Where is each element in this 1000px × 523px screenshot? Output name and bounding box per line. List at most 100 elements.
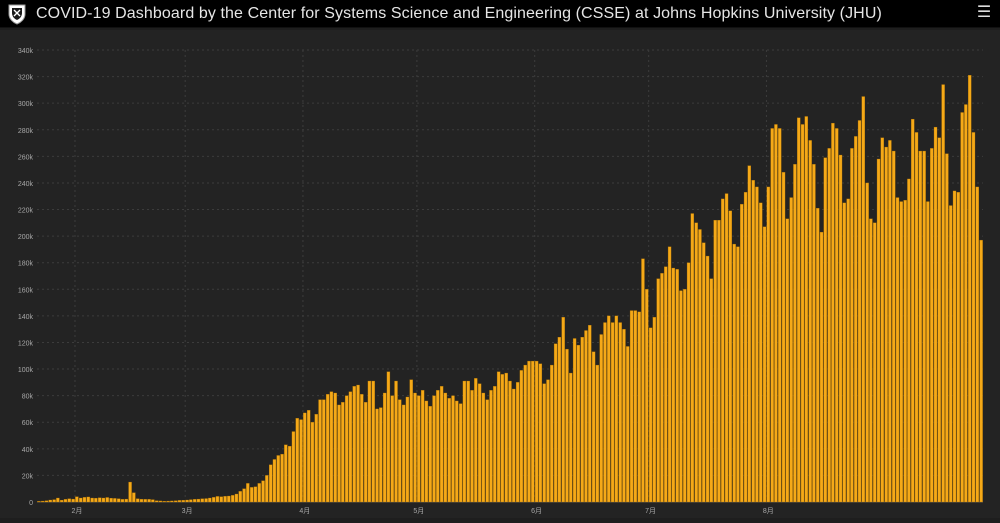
chart-bar[interactable]: [299, 419, 303, 503]
chart-bar[interactable]: [352, 386, 356, 503]
chart-bar[interactable]: [899, 201, 903, 503]
chart-bar[interactable]: [861, 96, 865, 503]
chart-bar[interactable]: [37, 501, 41, 503]
chart-bar[interactable]: [394, 380, 398, 503]
chart-bar[interactable]: [162, 501, 166, 503]
chart-bar[interactable]: [679, 290, 683, 503]
chart-bar[interactable]: [477, 383, 482, 503]
chart-bar[interactable]: [686, 262, 691, 503]
chart-bar[interactable]: [903, 200, 907, 503]
chart-bar[interactable]: [743, 192, 748, 503]
chart-bar[interactable]: [356, 384, 360, 503]
chart-bar[interactable]: [618, 322, 622, 503]
chart-bar[interactable]: [523, 364, 527, 503]
chart-bar[interactable]: [250, 487, 254, 503]
chart-bar[interactable]: [835, 128, 839, 503]
chart-bar[interactable]: [664, 266, 668, 503]
chart-bar[interactable]: [918, 150, 922, 503]
chart-bar[interactable]: [215, 496, 220, 503]
chart-bar[interactable]: [656, 278, 660, 503]
chart-bar[interactable]: [515, 382, 520, 503]
chart-bar[interactable]: [816, 208, 820, 503]
chart-bar[interactable]: [914, 132, 919, 503]
chart-bar[interactable]: [512, 388, 516, 503]
chart-bar[interactable]: [481, 392, 486, 503]
chart-bar[interactable]: [702, 242, 706, 503]
chart-bar[interactable]: [48, 499, 52, 503]
chart-bar[interactable]: [466, 380, 470, 503]
chart-bar[interactable]: [797, 117, 801, 503]
chart-bar[interactable]: [781, 172, 786, 503]
chart-bar[interactable]: [493, 386, 497, 503]
chart-bar[interactable]: [208, 497, 212, 503]
chart-bar[interactable]: [645, 289, 649, 503]
chart-bar[interactable]: [67, 498, 71, 503]
chart-bar[interactable]: [101, 497, 106, 503]
chart-bar[interactable]: [284, 444, 288, 503]
chart-bar[interactable]: [375, 408, 379, 503]
chart-bar[interactable]: [960, 112, 964, 503]
chart-bar[interactable]: [276, 455, 280, 503]
chart-bar[interactable]: [132, 492, 136, 503]
chart-bar[interactable]: [599, 334, 603, 503]
chart-bar[interactable]: [455, 400, 459, 503]
chart-bar[interactable]: [261, 480, 265, 503]
chart-bar[interactable]: [949, 205, 953, 503]
chart-bar[interactable]: [325, 394, 330, 503]
chart-bar[interactable]: [489, 390, 493, 503]
chart-bar[interactable]: [60, 499, 64, 503]
chart-bar[interactable]: [417, 395, 421, 503]
chart-bar[interactable]: [128, 481, 132, 503]
chart-bar[interactable]: [462, 380, 467, 503]
chart-bar[interactable]: [873, 222, 877, 503]
chart-bar[interactable]: [652, 317, 657, 503]
chart-bar[interactable]: [223, 496, 227, 503]
chart-bar[interactable]: [405, 396, 410, 503]
chart-bar[interactable]: [808, 140, 812, 503]
chart-bar[interactable]: [193, 499, 197, 503]
chart-bar[interactable]: [147, 499, 151, 503]
chart-bar[interactable]: [675, 269, 679, 503]
chart-bar[interactable]: [436, 390, 440, 503]
chart-bar[interactable]: [151, 499, 155, 503]
chart-bar[interactable]: [447, 398, 451, 503]
chart-bar[interactable]: [379, 407, 383, 503]
chart-bar[interactable]: [880, 137, 884, 503]
chart-bar[interactable]: [496, 371, 501, 503]
chart-bar[interactable]: [941, 84, 945, 503]
chart-bar[interactable]: [474, 378, 478, 503]
chart-bar[interactable]: [793, 164, 797, 503]
chart-bar[interactable]: [740, 204, 744, 503]
chart-bar[interactable]: [143, 499, 147, 503]
chart-bar[interactable]: [622, 329, 626, 503]
chart-bar[interactable]: [580, 336, 584, 503]
chart-bar[interactable]: [888, 140, 892, 503]
chart-bar[interactable]: [177, 500, 182, 503]
chart-bar[interactable]: [964, 104, 968, 503]
chart-bar[interactable]: [576, 344, 581, 503]
chart-bar[interactable]: [698, 229, 702, 503]
chart-bar[interactable]: [827, 148, 831, 503]
chart-bar[interactable]: [956, 192, 960, 503]
chart-bar[interactable]: [911, 118, 915, 503]
chart-bar[interactable]: [500, 374, 505, 503]
chart-bar[interactable]: [975, 186, 979, 503]
chart-bar[interactable]: [865, 182, 869, 503]
chart-bar[interactable]: [508, 380, 512, 503]
chart-bar[interactable]: [721, 198, 725, 503]
chart-bar[interactable]: [709, 278, 714, 503]
chart-bar[interactable]: [759, 202, 763, 503]
chart-bar[interactable]: [538, 363, 543, 503]
chart-bar[interactable]: [531, 360, 535, 503]
chart-bar[interactable]: [778, 128, 782, 503]
chart-bar[interactable]: [766, 186, 770, 503]
chart-bar[interactable]: [527, 360, 531, 503]
chart-bar[interactable]: [633, 310, 638, 503]
chart-bar[interactable]: [268, 464, 273, 503]
chart-bar[interactable]: [534, 360, 539, 503]
chart-bar[interactable]: [907, 178, 911, 503]
chart-bar[interactable]: [200, 498, 204, 503]
chart-bar[interactable]: [386, 371, 391, 503]
chart-bar[interactable]: [75, 496, 79, 503]
chart-bar[interactable]: [588, 325, 592, 503]
